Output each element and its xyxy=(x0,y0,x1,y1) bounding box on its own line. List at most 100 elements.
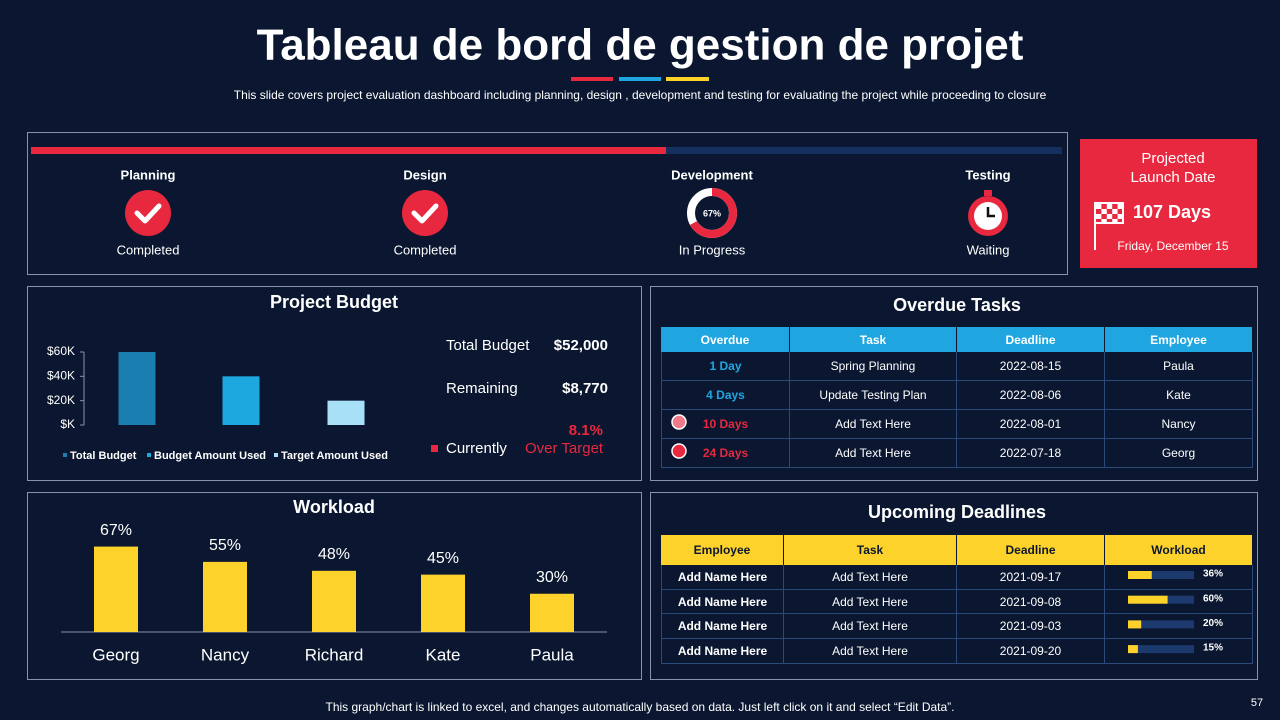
panel-title: Project Budget xyxy=(270,292,398,312)
x-tick-label: Paula xyxy=(530,645,574,664)
header-cell: Deadline xyxy=(957,327,1105,352)
phase-status: Completed xyxy=(117,242,180,257)
table-cell: 2021-09-17 xyxy=(957,565,1105,590)
workload-track xyxy=(1128,620,1194,629)
table-cell: 2022-08-06 xyxy=(957,381,1105,410)
header-cell: Workload xyxy=(1105,535,1253,565)
donut-arc xyxy=(687,188,737,238)
bar xyxy=(530,593,574,632)
flag-check xyxy=(1117,204,1123,209)
table-cell: Add Name Here xyxy=(661,565,784,590)
bar xyxy=(312,570,356,632)
panel-title: Upcoming Deadlines xyxy=(868,502,1046,522)
table-cell: Add Text Here xyxy=(790,410,957,439)
phase-status: Waiting xyxy=(967,242,1010,257)
flag-check xyxy=(1106,204,1113,209)
table-cell: 2022-08-15 xyxy=(957,352,1105,381)
phase-status: In Progress xyxy=(679,242,746,257)
y-tick-label: $20K xyxy=(47,393,75,407)
bar xyxy=(203,561,247,632)
accent xyxy=(571,77,613,81)
alert-icon xyxy=(671,414,687,430)
stat-value: $52,000 xyxy=(554,337,608,354)
bar xyxy=(118,352,156,425)
legend-label: Target Amount Used xyxy=(281,450,388,462)
over-percent: 8.1% xyxy=(569,422,603,439)
current-label: Currently xyxy=(446,440,507,457)
table-cell: 24 Days xyxy=(661,439,790,468)
table-cell: Nancy xyxy=(1105,410,1253,439)
y-tick-label: $40K xyxy=(47,369,75,383)
current-status: Over Target xyxy=(525,440,604,457)
data-label: 67% xyxy=(100,522,132,539)
status-dot xyxy=(431,445,438,452)
workload-bar xyxy=(1128,571,1152,579)
legend-label: Budget Amount Used xyxy=(154,450,266,462)
flag-check xyxy=(1096,204,1102,209)
panel-title: Overdue Tasks xyxy=(893,295,1021,315)
table-cell: 2022-08-01 xyxy=(957,410,1105,439)
title: Tableau de bord de gestion de projet xyxy=(257,21,1024,70)
table-cell: Georg xyxy=(1105,439,1253,468)
overdue-panel xyxy=(650,286,1258,481)
timer-hand xyxy=(986,207,995,218)
bar xyxy=(94,546,138,632)
header-cell: Task xyxy=(784,535,957,565)
table-cell: Add Name Here xyxy=(661,589,784,615)
table-cell xyxy=(1105,614,1253,640)
panel-title: Workload xyxy=(293,497,375,517)
data-label: 48% xyxy=(318,546,350,563)
table-cell xyxy=(1105,589,1253,615)
workload-bar xyxy=(1128,595,1168,604)
alert-icon xyxy=(671,443,687,459)
progress-done xyxy=(31,147,666,154)
stat-label: Total Budget xyxy=(446,337,530,354)
launch-title: Launch Date xyxy=(1130,169,1215,186)
table-cell: Add Text Here xyxy=(784,565,957,590)
data-label: 30% xyxy=(536,569,568,586)
header-cell: Overdue xyxy=(661,327,790,352)
phase-name: Testing xyxy=(965,167,1010,182)
header-cell: Employee xyxy=(1105,327,1253,352)
table-cell: 1 Day xyxy=(661,352,790,381)
launch-date: Friday, December 15 xyxy=(1117,239,1228,253)
flag-check xyxy=(1112,209,1118,214)
workload-bar xyxy=(1128,620,1142,629)
phase-name: Development xyxy=(671,167,753,182)
footer-note: This graph/chart is linked to excel, and… xyxy=(326,700,955,714)
flag-check xyxy=(1106,214,1113,219)
table-cell: Add Text Here xyxy=(784,589,957,615)
flag-check xyxy=(1117,214,1123,219)
bar xyxy=(421,574,465,632)
table-cell: Add Text Here xyxy=(790,439,957,468)
header-cell: Employee xyxy=(661,535,784,565)
workload-panel xyxy=(27,492,642,680)
table-cell: 2021-09-20 xyxy=(957,639,1105,664)
table-cell: Add Text Here xyxy=(784,614,957,640)
table-cell: Add Name Here xyxy=(661,614,784,640)
page-number: 57 xyxy=(1251,697,1263,709)
workload-label: 20% xyxy=(1203,618,1223,629)
legend-swatch xyxy=(147,453,151,457)
table-cell: 2022-07-18 xyxy=(957,439,1105,468)
check-mark xyxy=(411,203,439,224)
data-label: 55% xyxy=(209,537,241,554)
upcoming-panel xyxy=(650,492,1258,680)
flag-check xyxy=(1096,214,1102,219)
donut-label: 67% xyxy=(703,208,721,218)
phase-panel xyxy=(27,132,1068,275)
header-cell: Task xyxy=(790,327,957,352)
check-icon xyxy=(125,190,171,236)
phase-name: Planning xyxy=(121,167,176,182)
table-cell: 2021-09-03 xyxy=(957,614,1105,640)
launch-days: 107 Days xyxy=(1133,202,1211,222)
bar xyxy=(327,400,365,425)
check-mark xyxy=(134,203,162,224)
header-cell: Deadline xyxy=(957,535,1105,565)
table-cell: 10 Days xyxy=(661,410,790,439)
workload-track xyxy=(1128,571,1194,579)
stat-label: Remaining xyxy=(446,380,518,397)
stat-value: $8,770 xyxy=(562,380,608,397)
progress-remaining xyxy=(666,147,1062,154)
